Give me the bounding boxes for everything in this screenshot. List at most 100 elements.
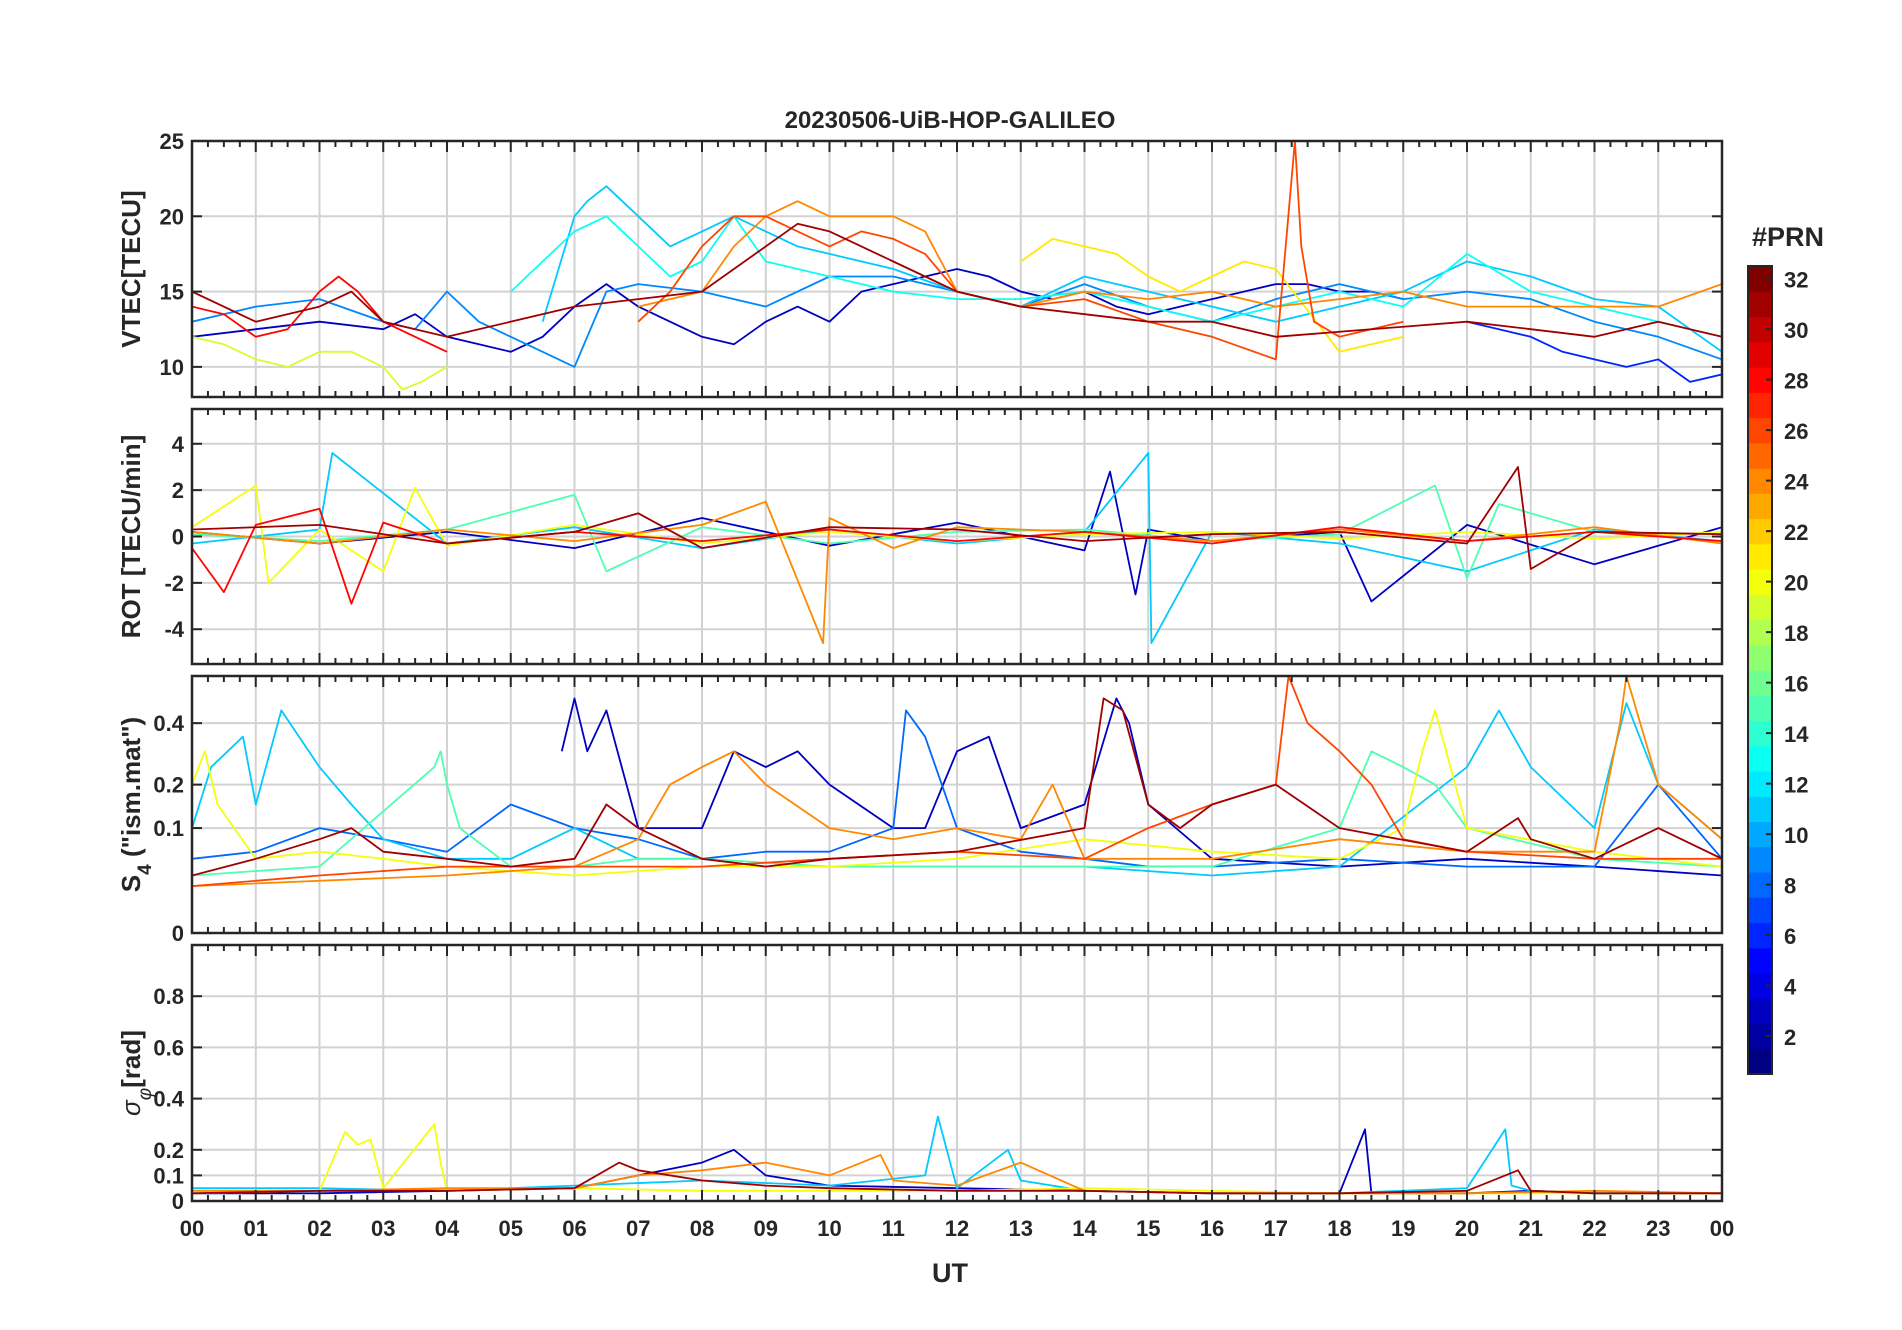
- x-tick-label: 08: [690, 1216, 714, 1241]
- colorbar-tick-label: 10: [1784, 823, 1808, 848]
- colorbar-segment: [1748, 897, 1772, 924]
- panel-rot: -4 -2 0 2 4 ROT [TECU/min]: [116, 407, 1724, 666]
- series-line-prn-31: [192, 466, 1722, 570]
- colorbar-segment: [1748, 745, 1772, 772]
- colorbar-segment: [1748, 341, 1772, 368]
- colorbar-tick-label: 32: [1784, 268, 1808, 293]
- x-tick-label: 23: [1646, 1216, 1670, 1241]
- y-tick-label: 0.8: [153, 984, 184, 1009]
- x-tick-label: 02: [307, 1216, 331, 1241]
- colorbar-segment: [1748, 291, 1772, 318]
- colorbar-tick-label: 14: [1784, 722, 1809, 747]
- panel-s4: 0 0.1 0.2 0.4S4 ("ism.mat"): [116, 674, 1724, 946]
- x-tick-label: 05: [499, 1216, 523, 1241]
- colorbar-tick-label: 18: [1784, 621, 1808, 646]
- y-tick-label: 15: [160, 280, 184, 305]
- y-tick-label: 0.1: [153, 816, 184, 841]
- panel-rot-series: [192, 452, 1722, 644]
- x-tick-labels: 00 01 02 03 04 05 06 07 08 09 10 11 12 13 14 15 16 17 18 19…: [180, 1216, 1734, 1241]
- x-tick-label: 18: [1327, 1216, 1351, 1241]
- y-tick-label: 4: [172, 432, 185, 457]
- colorbar-tick-label: 24: [1784, 470, 1809, 495]
- y-tick-label: 20: [160, 204, 184, 229]
- colorbar-segment: [1748, 998, 1772, 1025]
- x-axis-label: UT: [932, 1258, 968, 1288]
- x-tick-label: 09: [754, 1216, 778, 1241]
- panel-s4-y-label: S4 ("ism.mat"): [116, 717, 156, 892]
- colorbar-segment: [1748, 442, 1772, 469]
- colorbar-segment: [1748, 543, 1772, 570]
- colorbar-segment: [1748, 493, 1772, 520]
- series-line-prn-8: [192, 709, 1722, 868]
- colorbar-tick-label: 12: [1784, 773, 1808, 798]
- y-tick-label: 0.6: [153, 1035, 184, 1060]
- series-line-prn-31: [192, 222, 1722, 338]
- panel-sigma_phi-xticks: [191, 945, 1723, 1201]
- x-tick-label: 16: [1200, 1216, 1224, 1241]
- x-tick-label: 01: [244, 1216, 268, 1241]
- x-tick-label: 14: [1072, 1216, 1097, 1241]
- colorbar-frame: [1747, 265, 1773, 1075]
- panel-vtec-series: [192, 141, 1722, 391]
- y-tick-label: 0.4: [153, 711, 184, 736]
- x-tick-label: 19: [1391, 1216, 1415, 1241]
- series-line-prn-19: [192, 335, 448, 391]
- colorbar-segment: [1748, 644, 1772, 671]
- x-tick-label: 13: [1009, 1216, 1033, 1241]
- series-line-prn-28: [192, 507, 1722, 605]
- panel-rot-y-label: ROT [TECU/min]: [116, 435, 146, 639]
- panel-sigma_phi-y-label: σφ[rad]: [116, 1030, 156, 1116]
- series-line-prn-24: [638, 200, 1722, 308]
- series-line-prn-28: [192, 275, 448, 353]
- colorbar-segment: [1748, 594, 1772, 621]
- colorbar-segment: [1748, 846, 1772, 873]
- series-line-prn-6: [1466, 320, 1722, 383]
- colorbar-segment: [1748, 392, 1772, 419]
- x-tick-label: 07: [626, 1216, 650, 1241]
- y-tick-label: -4: [164, 617, 184, 642]
- y-tick-label: 0.2: [153, 773, 184, 798]
- x-tick-label: 22: [1582, 1216, 1606, 1241]
- y-tick-label: 0: [172, 1189, 184, 1214]
- colorbar-tick-label: 20: [1784, 571, 1808, 596]
- series-line-prn-3: [192, 470, 1722, 603]
- x-tick-label: 06: [562, 1216, 586, 1241]
- colorbar-tick-label: 4: [1784, 975, 1797, 1000]
- x-tick-label: 12: [945, 1216, 969, 1241]
- y-tick-label: 0.4: [153, 1087, 184, 1112]
- colorbar-tick-label: 30: [1784, 318, 1808, 343]
- panel-rot-xticks: [191, 409, 1723, 664]
- panel-s4-xticks: [191, 676, 1723, 933]
- y-tick-label: 2: [172, 478, 184, 503]
- y-tick-label: 10: [160, 355, 184, 380]
- colorbar-tick-label: 16: [1784, 672, 1808, 697]
- panel-vtec-xticks: [191, 141, 1723, 397]
- series-line-prn-20: [192, 709, 1722, 877]
- x-tick-label: 03: [371, 1216, 395, 1241]
- y-tick-label: 25: [160, 129, 184, 154]
- panel-s4-series: [192, 676, 1722, 887]
- colorbar-segment: [1748, 1048, 1772, 1075]
- chart-title: 20230506-UiB-HOP-GALILEO: [785, 107, 1116, 134]
- x-tick-label: 11: [882, 1216, 905, 1241]
- series-line-prn-3: [192, 268, 1404, 353]
- colorbar-tick-label: 2: [1784, 1025, 1796, 1050]
- series-line-prn-24: [192, 676, 1722, 887]
- y-tick-label: 0.1: [153, 1163, 184, 1188]
- panel-vtec: 10 15 20 25 VTEC[TECU]: [116, 129, 1724, 399]
- colorbar-segment: [1748, 796, 1772, 823]
- colorbar-title: #PRN: [1752, 222, 1824, 252]
- x-tick-label: 00: [1710, 1216, 1734, 1241]
- panel-vtec-grid: [191, 140, 1723, 397]
- x-tick-label: 17: [1264, 1216, 1288, 1241]
- series-line-prn-31: [192, 697, 1722, 877]
- series-line-prn-21: [1020, 237, 1404, 353]
- x-tick-label: 04: [435, 1216, 460, 1241]
- x-tick-label: 20: [1455, 1216, 1479, 1241]
- x-tick-label: 15: [1136, 1216, 1160, 1241]
- colorbar-tick-label: 26: [1784, 419, 1808, 444]
- x-tick-label: 00: [180, 1216, 204, 1241]
- series-line-prn-31: [192, 1161, 1722, 1195]
